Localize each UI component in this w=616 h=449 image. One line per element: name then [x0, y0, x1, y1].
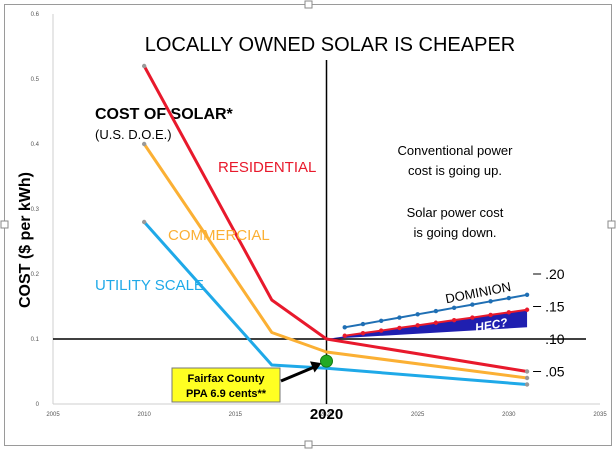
y-tick-label: 0.1 — [31, 337, 40, 343]
series-point — [470, 315, 475, 320]
x-tick-label: 2015 — [229, 412, 243, 418]
series-point — [415, 323, 420, 328]
resize-handle-bottom[interactable] — [304, 440, 313, 449]
y-tick-label: 0.4 — [31, 142, 40, 148]
x-tick-label: 2030 — [502, 412, 516, 418]
series-point — [524, 292, 530, 297]
commercial-label: COMMERCIAL — [168, 227, 270, 244]
series-point — [141, 219, 147, 225]
conventional-cost-annotation-line1: Conventional power — [398, 143, 514, 158]
series-markers — [141, 63, 530, 387]
x-tick-label: 2025 — [411, 412, 425, 418]
residential-label: RESIDENTIAL — [218, 159, 316, 176]
cost-of-solar-heading: COST OF SOLAR* — [95, 106, 234, 123]
series-point — [433, 320, 439, 325]
series-line-residential — [142, 65, 528, 373]
solar-cost-annotation-line1: Solar power cost — [407, 205, 504, 220]
series-point — [397, 315, 402, 320]
series-line-commercial — [142, 143, 528, 380]
series-point — [506, 310, 512, 315]
series-point — [342, 325, 347, 330]
right-tick-label: .10 — [545, 331, 565, 347]
y-tick-label: 0.5 — [31, 77, 40, 83]
y-tick-label: 0.2 — [31, 272, 40, 278]
x-tick-label: 2010 — [137, 412, 151, 418]
chart-title: LOCALLY OWNED SOLAR IS CHEAPER — [145, 34, 515, 56]
conventional-cost-annotation-line2: cost is going up. — [408, 163, 502, 178]
x-tick-labels: 2005 2010 2015 2020 2025 2030 2035 — [46, 412, 607, 418]
series-point — [488, 312, 493, 318]
y-tick-labels: 0 0.1 0.2 0.3 0.4 0.5 0.6 — [31, 12, 40, 408]
callout-arrowhead — [310, 361, 322, 373]
series-point — [506, 295, 512, 301]
x-tick-label: 2005 — [46, 412, 60, 418]
right-tick-label: .20 — [545, 266, 565, 282]
fairfax-callout-line2: PPA 6.9 cents** — [186, 388, 267, 400]
series-point — [524, 307, 530, 312]
x-tick-label: 2020 — [320, 412, 334, 418]
series-point — [415, 312, 420, 317]
resize-handle-top[interactable] — [304, 0, 313, 9]
series-point — [360, 321, 366, 327]
fairfax-callout-line1: Fairfax County — [187, 373, 265, 385]
right-cost-ticks: .20 .15 .10 .05 — [533, 266, 565, 380]
right-tick-label: .05 — [545, 364, 565, 380]
resize-handle-left[interactable] — [0, 220, 9, 229]
series-point — [524, 369, 530, 374]
series-line-utility-scale — [143, 221, 528, 386]
series-point — [141, 141, 147, 147]
series-point — [397, 325, 402, 331]
fairfax-ppa-point — [320, 354, 333, 368]
y-tick-label: 0 — [36, 402, 40, 408]
series-point — [488, 299, 493, 304]
solar-cost-annotation-line2: is going down. — [413, 225, 496, 240]
series-point — [524, 382, 530, 387]
callout-arrow — [280, 364, 318, 383]
chart-frame — [4, 4, 612, 446]
resize-handle-right[interactable] — [607, 220, 616, 229]
series-point — [451, 305, 457, 310]
utility-scale-label: UTILITY SCALE — [95, 277, 204, 294]
series-point — [524, 375, 530, 381]
series-point — [379, 318, 384, 323]
series-point — [141, 63, 147, 69]
series-point — [360, 330, 366, 336]
x-tick-label: 2035 — [593, 412, 607, 418]
y-tick-label: 0.3 — [31, 207, 40, 213]
hec-label: HEC? — [474, 315, 509, 335]
series-point — [470, 302, 475, 307]
y-tick-label: 0.6 — [31, 12, 40, 18]
right-tick-label: .15 — [545, 299, 565, 315]
source-label: (U.S. D.O.E.) — [95, 127, 172, 142]
series-point — [379, 328, 384, 333]
y-axis-label: COST ($ per kWh) — [17, 172, 34, 308]
year-2020-label: 2020 — [310, 406, 343, 423]
series-point — [433, 308, 439, 314]
series-point — [451, 317, 457, 323]
series-point — [342, 333, 347, 338]
fairfax-callout-box — [171, 367, 281, 403]
